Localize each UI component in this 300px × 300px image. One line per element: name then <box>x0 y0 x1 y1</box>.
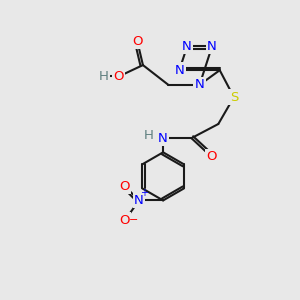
Text: N: N <box>175 64 184 77</box>
Text: N: N <box>207 40 217 53</box>
Text: N: N <box>134 194 144 207</box>
Text: O: O <box>120 180 130 193</box>
Text: +: + <box>140 188 148 198</box>
Text: N: N <box>182 40 192 53</box>
Text: H: H <box>98 70 108 83</box>
Text: O: O <box>206 150 217 163</box>
Text: S: S <box>230 91 238 103</box>
Text: O: O <box>120 214 130 227</box>
Text: N: N <box>195 78 204 92</box>
Text: O: O <box>114 70 124 83</box>
Text: O: O <box>132 34 142 47</box>
Text: N: N <box>158 132 168 145</box>
Text: −: − <box>129 215 139 225</box>
Text: H: H <box>144 129 154 142</box>
